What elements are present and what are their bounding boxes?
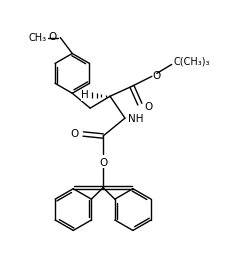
Text: NH: NH bbox=[128, 114, 143, 124]
Text: CH₃: CH₃ bbox=[28, 32, 46, 43]
Text: O: O bbox=[153, 71, 161, 81]
Text: H: H bbox=[82, 90, 89, 100]
Text: O: O bbox=[70, 129, 78, 139]
Text: O: O bbox=[48, 32, 56, 41]
Text: O: O bbox=[99, 158, 107, 168]
Text: C(CH₃)₃: C(CH₃)₃ bbox=[174, 57, 210, 66]
Text: O: O bbox=[145, 102, 153, 112]
